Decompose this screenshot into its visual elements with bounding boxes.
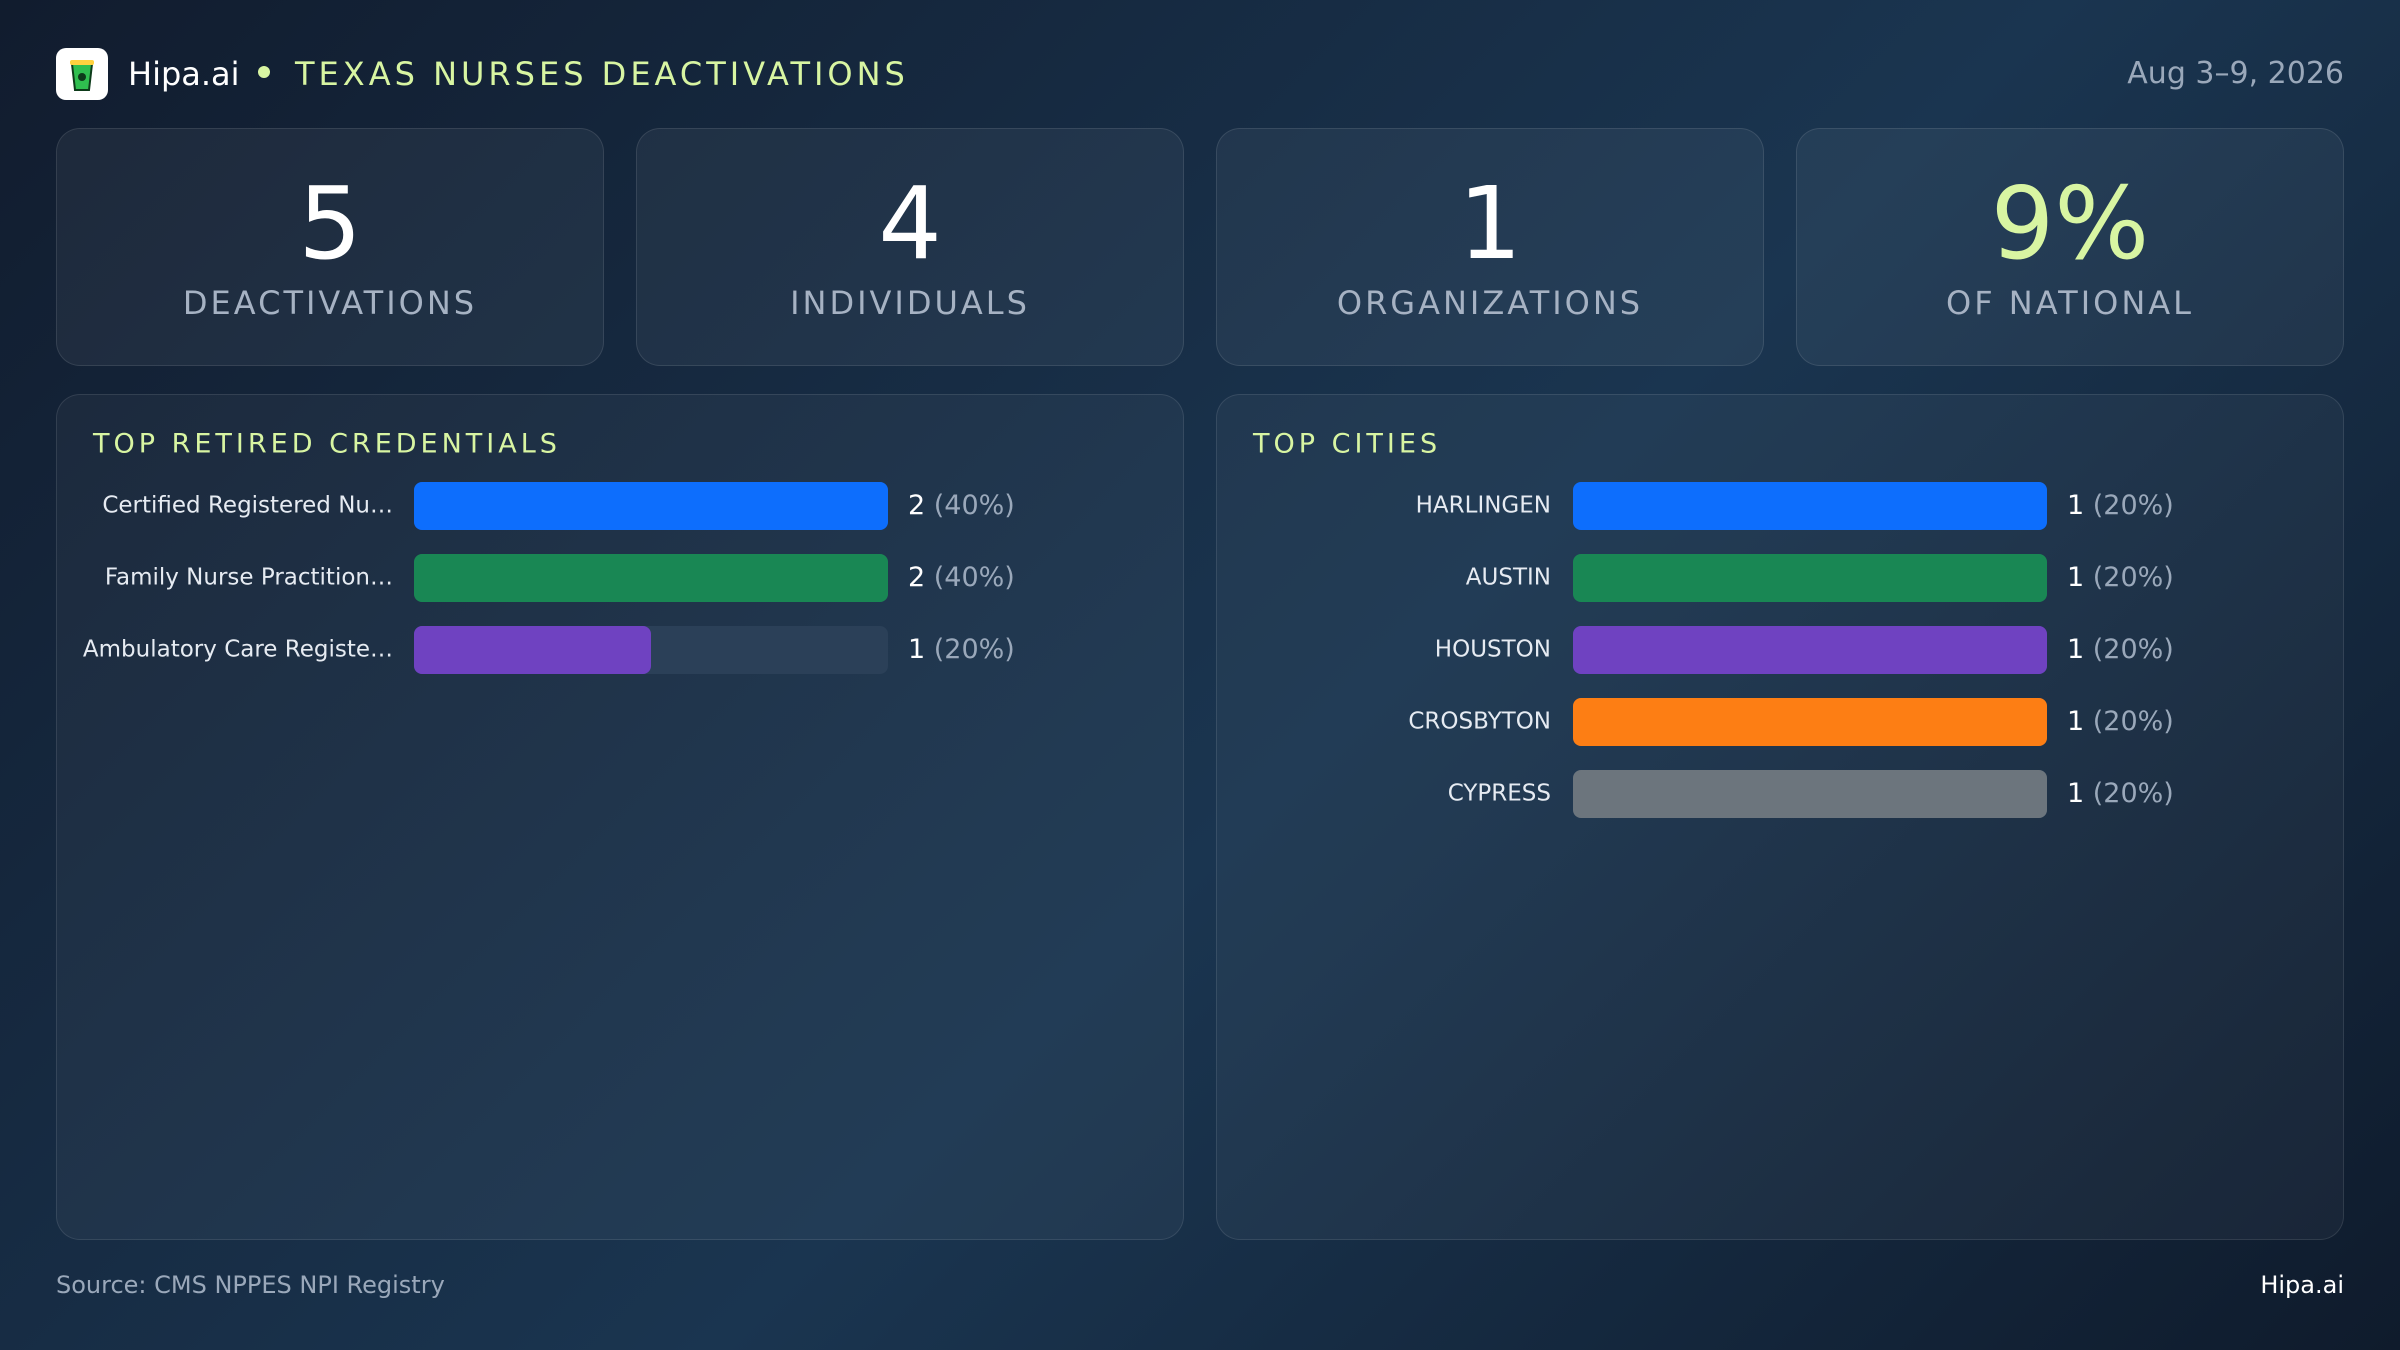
value-count: 1 — [2067, 634, 2093, 665]
chart: TOP RETIRED CREDENTIALS Certified Registe… — [83, 429, 1015, 674]
value-count: 1 — [2067, 562, 2093, 593]
stat-card: 4 INDIVIDUALS — [636, 128, 1184, 366]
value-share: (20%) — [934, 634, 1015, 665]
value-label: 1 (20%) — [908, 634, 1015, 665]
value-label: 1 (20%) — [2067, 490, 2174, 521]
value-label: 1 (20%) — [2067, 634, 2174, 665]
value-count: 1 — [2067, 706, 2093, 737]
bar — [1573, 626, 2047, 674]
separator-dot — [258, 66, 270, 78]
stat-label: INDIVIDUALS — [790, 284, 1030, 322]
footer-brand: Hipa.ai — [2260, 1271, 2344, 1299]
bar — [414, 554, 888, 602]
value-label: 2 (40%) — [908, 562, 1015, 593]
value-share: (20%) — [2093, 778, 2174, 809]
stat-label: ORGANIZATIONS — [1336, 284, 1644, 322]
page-title: TEXAS NURSES DEACTIVATIONS — [295, 55, 909, 93]
value-share: (20%) — [2093, 634, 2174, 665]
category-label: CYPRESS — [1448, 781, 1551, 807]
value-share: (40%) — [934, 490, 1015, 521]
brand: Hipa.ai — [128, 55, 240, 93]
category-label: Family Nurse Practition… — [105, 565, 393, 591]
value-label: 1 (20%) — [2067, 562, 2174, 593]
source-note: Source: CMS NPPES NPI Registry — [56, 1271, 445, 1299]
category-label: HOUSTON — [1435, 637, 1551, 663]
bar — [414, 482, 888, 530]
category-label: Ambulatory Care Registe… — [83, 637, 393, 663]
stat-card: 5 DEACTIVATIONS — [56, 128, 604, 366]
bar — [1573, 482, 2047, 530]
chart-panel: TOP CITIES HARLINGEN 1 (20%) AUSTIN 1 (20%) H… — [1216, 394, 2344, 1240]
stat-value: 9% — [1990, 165, 2150, 282]
date-range: Aug 3–9, 2026 — [2127, 56, 2344, 91]
value-share: (20%) — [2093, 562, 2174, 593]
chart-panel: TOP RETIRED CREDENTIALS Certified Registe… — [56, 394, 1184, 1240]
value-count: 2 — [908, 490, 934, 521]
value-label: 2 (40%) — [908, 490, 1015, 521]
value-count: 2 — [908, 562, 934, 593]
logo — [56, 48, 108, 100]
stat-value: 1 — [1458, 165, 1522, 282]
category-label: Certified Registered Nu… — [102, 493, 393, 519]
bar — [1573, 554, 2047, 602]
bar — [414, 626, 651, 674]
bar — [1573, 770, 2047, 818]
bar — [1573, 698, 2047, 746]
stat-label: DEACTIVATIONS — [182, 284, 478, 322]
stat-value: 5 — [298, 165, 362, 282]
category-label: HARLINGEN — [1416, 493, 1551, 519]
value-count: 1 — [2067, 490, 2093, 521]
stat-value: 4 — [878, 165, 942, 282]
value-share: (40%) — [934, 562, 1015, 593]
stat-label: OF NATIONAL — [1946, 284, 2194, 322]
chart-title: TOP CITIES — [1252, 429, 1441, 460]
chart: TOP CITIES HARLINGEN 1 (20%) AUSTIN 1 (20%) H… — [1252, 429, 2174, 818]
category-label: CROSBYTON — [1408, 709, 1551, 735]
stat-card: 1 ORGANIZATIONS — [1216, 128, 1764, 366]
value-count: 1 — [908, 634, 934, 665]
value-count: 1 — [2067, 778, 2093, 809]
stat-card: 9% OF NATIONAL — [1796, 128, 2344, 366]
value-share: (20%) — [2093, 490, 2174, 521]
value-share: (20%) — [2093, 706, 2174, 737]
value-label: 1 (20%) — [2067, 706, 2174, 737]
chart-title: TOP RETIRED CREDENTIALS — [92, 429, 561, 460]
category-label: AUSTIN — [1466, 565, 1551, 591]
value-label: 1 (20%) — [2067, 778, 2174, 809]
